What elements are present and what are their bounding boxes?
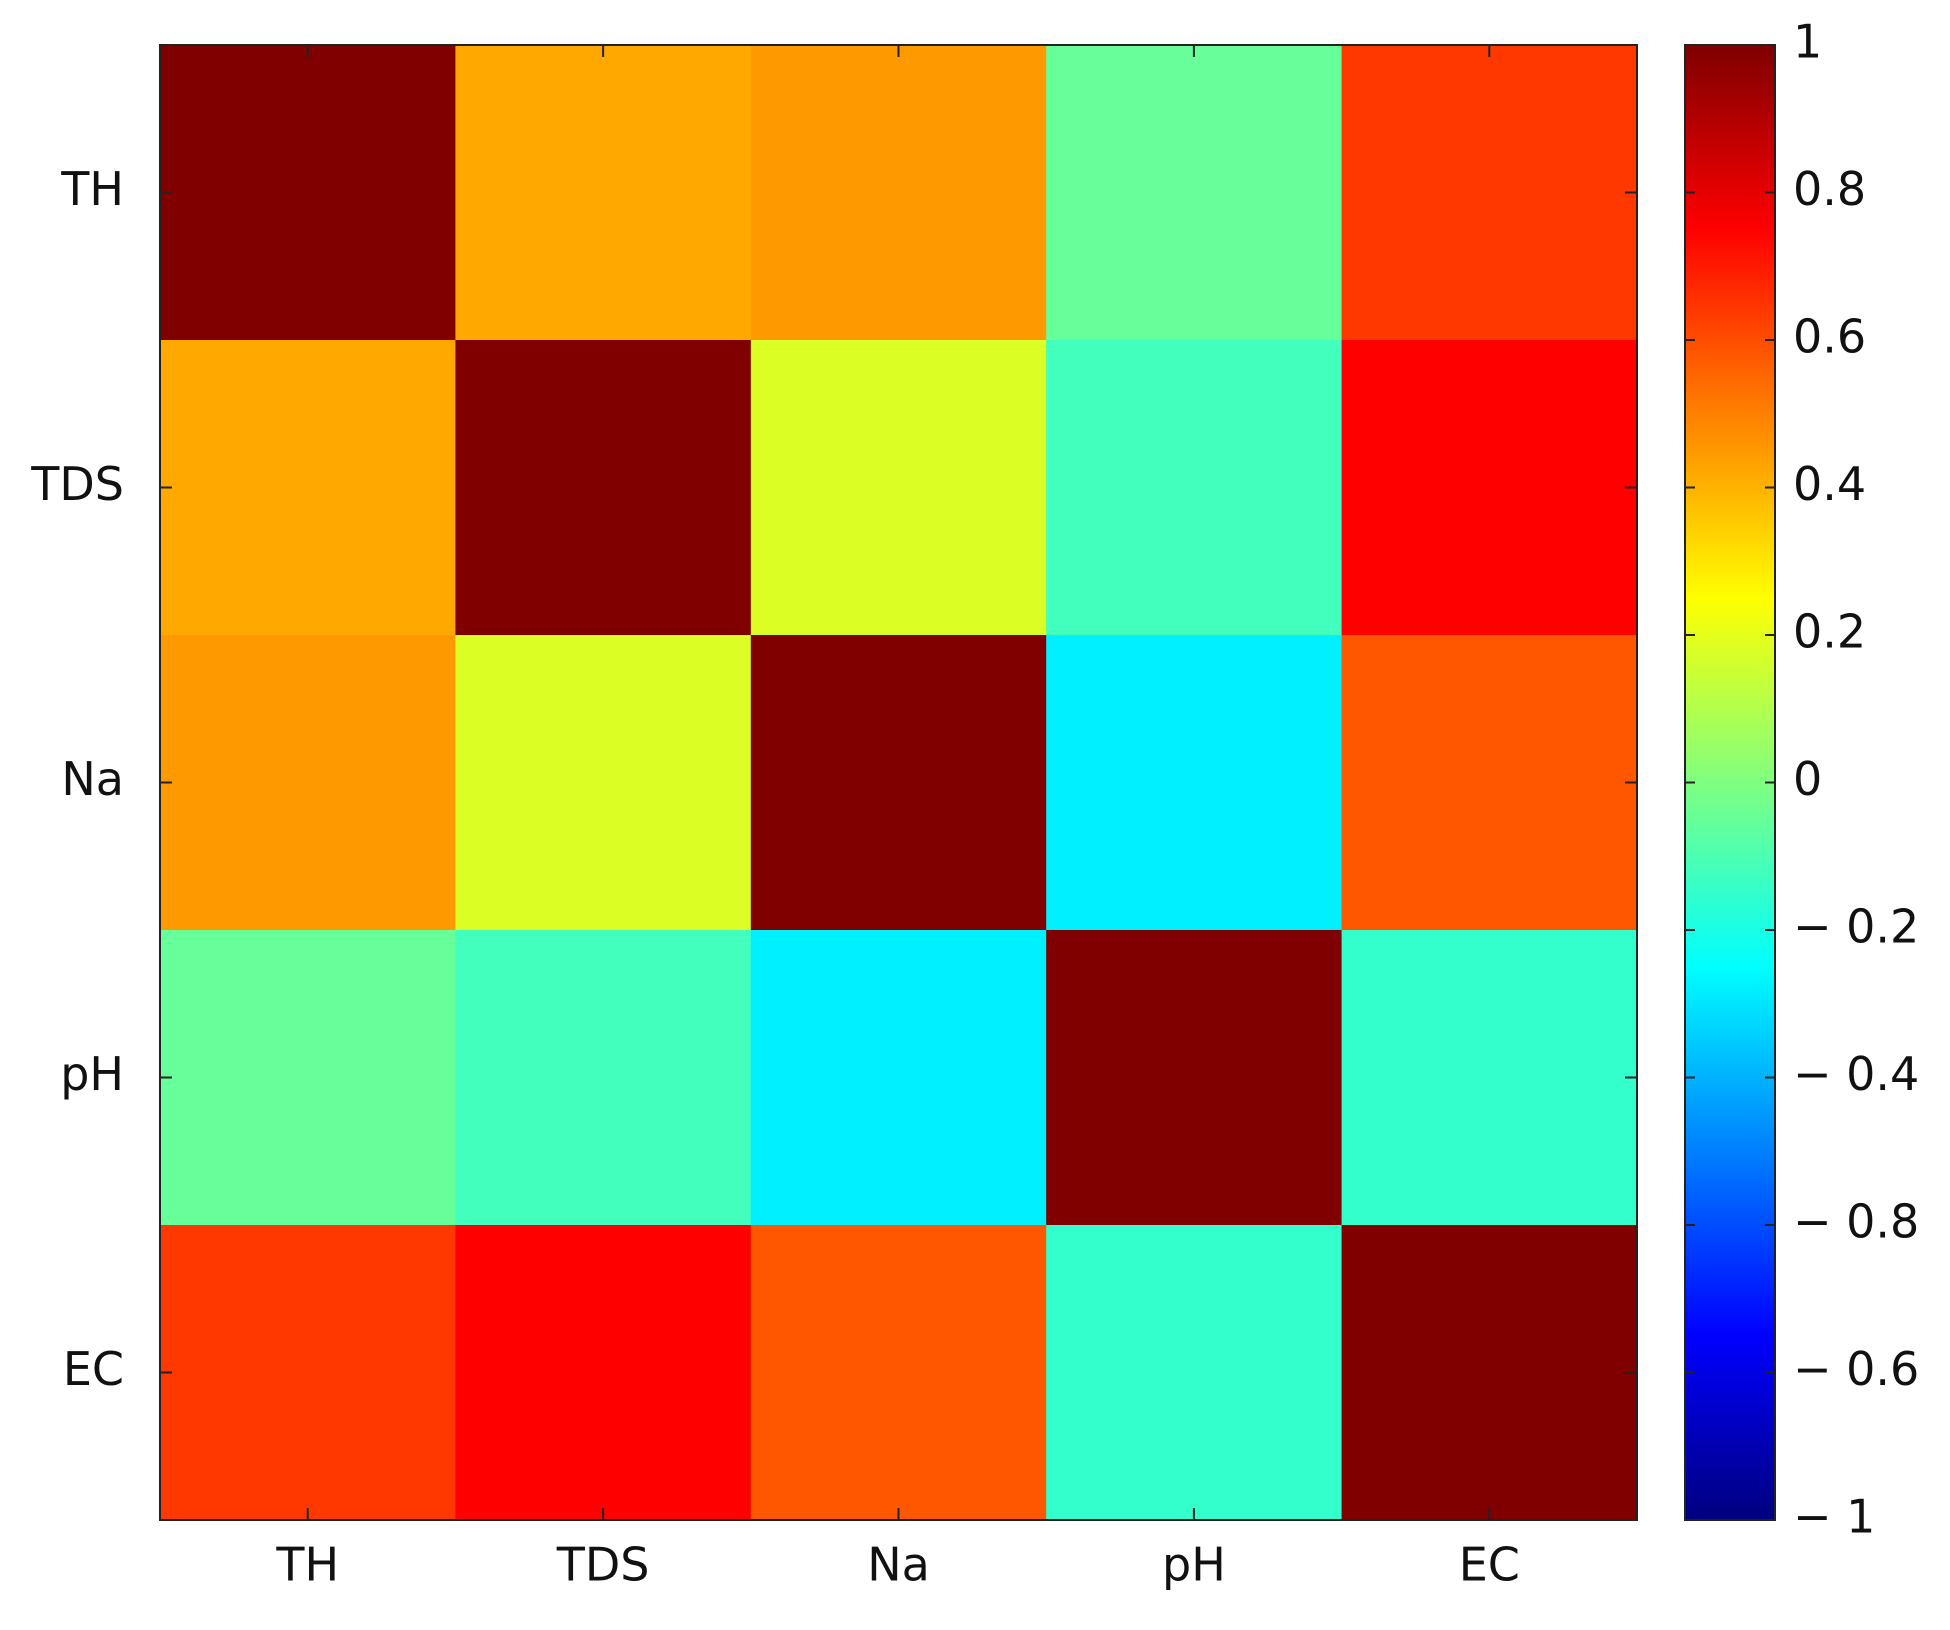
heatmap-cell [455, 930, 752, 1226]
heatmap-cell [1046, 930, 1343, 1226]
colorbar-tick-label: − 0.2 [1793, 900, 1919, 954]
y-tick-label: pH [60, 1047, 124, 1101]
x-tick-label: TH [275, 1538, 339, 1592]
heatmap-cell [455, 45, 752, 341]
heatmap-cell [1341, 635, 1638, 931]
heatmap-cell [750, 45, 1047, 341]
y-tick-label: Na [61, 752, 124, 806]
x-tick-label: TDS [556, 1538, 650, 1592]
heatmap-cell [1046, 340, 1343, 636]
colorbar-tick-label: 0.8 [1793, 162, 1866, 216]
colorbar-tick-label: − 1 [1793, 1490, 1875, 1544]
y-tick-label: TDS [30, 457, 124, 511]
heatmap-cell [1341, 340, 1638, 636]
heatmap-cell [1341, 930, 1638, 1226]
heatmap-cell [1046, 1225, 1343, 1521]
colorbar-tick-label: − 0.4 [1793, 1047, 1919, 1101]
colorbar-tick-label: − 0.8 [1793, 1195, 1919, 1249]
colorbar-tick-label: 0 [1793, 752, 1822, 806]
heatmap-cell [160, 1225, 456, 1521]
y-tick-label: EC [63, 1342, 124, 1396]
heatmap-cell [750, 635, 1047, 931]
colorbar-tick-label: − 0.6 [1793, 1342, 1919, 1396]
x-tick-label: EC [1459, 1538, 1520, 1592]
heatmap-cell [455, 1225, 752, 1521]
x-tick-label: Na [867, 1538, 930, 1592]
heatmap-cell [750, 1225, 1047, 1521]
heatmap-cell [160, 340, 456, 636]
heatmap-cell [160, 930, 456, 1226]
colorbar-tick-label: 1 [1793, 15, 1822, 69]
colorbar-tick-label: 0.2 [1793, 605, 1866, 659]
heatmap-cell [1046, 635, 1343, 931]
heatmap-cell [1341, 1225, 1638, 1521]
colorbar-tick-label: 0.6 [1793, 310, 1866, 364]
y-tick-label: TH [60, 162, 124, 216]
colorbar [1684, 44, 1776, 1521]
heatmap-cell [455, 340, 752, 636]
heatmap-cell [160, 45, 456, 341]
heatmap-cell [1341, 45, 1638, 341]
heatmap-cell [455, 635, 752, 931]
heatmap-cell [1046, 45, 1343, 341]
heatmap-cell [750, 930, 1047, 1226]
heatmap-cell [160, 635, 456, 931]
colorbar-tick-label: 0.4 [1793, 457, 1866, 511]
heatmap-cell [750, 340, 1047, 636]
x-tick-label: pH [1162, 1538, 1226, 1592]
